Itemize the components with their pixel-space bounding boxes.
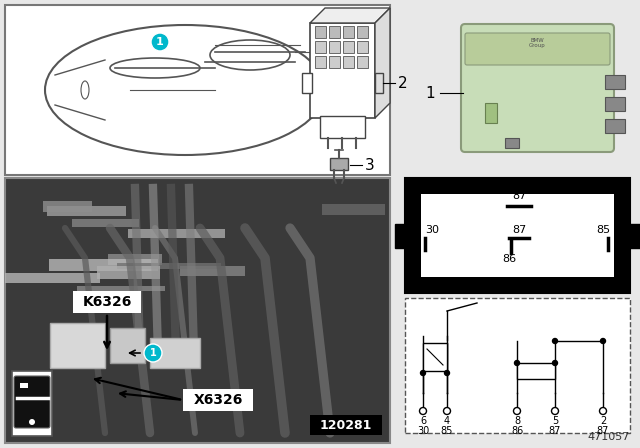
Bar: [43, 201, 92, 212]
Circle shape: [552, 408, 559, 414]
Bar: [183, 389, 253, 411]
Circle shape: [552, 361, 557, 366]
Circle shape: [600, 408, 607, 414]
FancyBboxPatch shape: [14, 376, 50, 428]
Bar: [330, 158, 348, 170]
Bar: [605, 75, 625, 89]
Bar: [329, 56, 340, 68]
Bar: [395, 224, 407, 248]
Bar: [628, 224, 640, 248]
Bar: [5, 178, 390, 443]
Bar: [405, 178, 630, 293]
Bar: [329, 41, 340, 53]
Bar: [357, 56, 368, 68]
Polygon shape: [310, 8, 390, 23]
Text: 85: 85: [596, 225, 610, 235]
Bar: [343, 41, 354, 53]
Text: 87: 87: [597, 426, 609, 436]
Text: 2: 2: [398, 76, 408, 90]
Bar: [605, 97, 625, 111]
Circle shape: [445, 370, 449, 375]
Text: BMW
Group: BMW Group: [529, 38, 545, 48]
Bar: [375, 73, 383, 93]
Bar: [180, 266, 245, 276]
Bar: [357, 26, 368, 38]
Bar: [72, 219, 139, 227]
Circle shape: [552, 339, 557, 344]
Text: 86: 86: [502, 254, 516, 264]
Bar: [322, 204, 385, 215]
Bar: [302, 73, 312, 93]
Bar: [329, 26, 340, 38]
Bar: [320, 116, 365, 138]
Bar: [405, 298, 630, 433]
Bar: [315, 26, 326, 38]
Text: 87: 87: [512, 225, 526, 235]
Bar: [315, 56, 326, 68]
Bar: [50, 323, 105, 368]
Text: 471057: 471057: [588, 432, 630, 442]
Bar: [343, 56, 354, 68]
Ellipse shape: [45, 25, 325, 155]
Text: 1: 1: [156, 37, 164, 47]
Bar: [110, 328, 145, 363]
Circle shape: [29, 419, 35, 425]
Text: 30: 30: [417, 426, 429, 436]
Text: 1: 1: [425, 86, 435, 100]
Bar: [423, 343, 447, 371]
Bar: [357, 41, 368, 53]
Bar: [97, 266, 160, 279]
Bar: [5, 5, 390, 175]
Bar: [20, 383, 28, 388]
Bar: [5, 273, 100, 283]
Circle shape: [513, 408, 520, 414]
Bar: [128, 229, 225, 238]
Text: 3: 3: [365, 158, 375, 172]
Bar: [150, 338, 200, 368]
Bar: [47, 206, 126, 216]
Bar: [73, 291, 141, 313]
Text: 1: 1: [150, 348, 156, 358]
Bar: [108, 254, 162, 265]
Text: 120281: 120281: [320, 418, 372, 431]
Bar: [485, 103, 497, 123]
Bar: [343, 26, 354, 38]
Bar: [517, 363, 555, 379]
Text: 30: 30: [425, 225, 439, 235]
Polygon shape: [375, 8, 390, 118]
Text: 8: 8: [514, 416, 520, 426]
Bar: [505, 138, 519, 148]
Text: 4: 4: [444, 416, 450, 426]
Circle shape: [515, 361, 520, 366]
Text: 87: 87: [512, 191, 526, 201]
Circle shape: [151, 33, 169, 51]
Text: 87: 87: [549, 426, 561, 436]
Bar: [77, 286, 165, 291]
Bar: [12, 371, 52, 436]
Bar: [117, 263, 221, 269]
FancyBboxPatch shape: [461, 24, 614, 152]
Text: K6326: K6326: [83, 295, 132, 309]
Text: 2: 2: [600, 416, 606, 426]
FancyBboxPatch shape: [465, 33, 610, 65]
Circle shape: [420, 370, 426, 375]
Text: 5: 5: [552, 416, 558, 426]
Bar: [315, 41, 326, 53]
Bar: [605, 119, 625, 133]
Bar: [421, 194, 614, 277]
Bar: [310, 23, 375, 118]
Bar: [310, 415, 382, 435]
Text: 86: 86: [511, 426, 523, 436]
Circle shape: [144, 344, 162, 362]
Circle shape: [419, 408, 426, 414]
Text: 85: 85: [441, 426, 453, 436]
Text: X6326: X6326: [193, 393, 243, 407]
Bar: [49, 259, 158, 271]
Circle shape: [600, 339, 605, 344]
Text: 6: 6: [420, 416, 426, 426]
Circle shape: [444, 408, 451, 414]
